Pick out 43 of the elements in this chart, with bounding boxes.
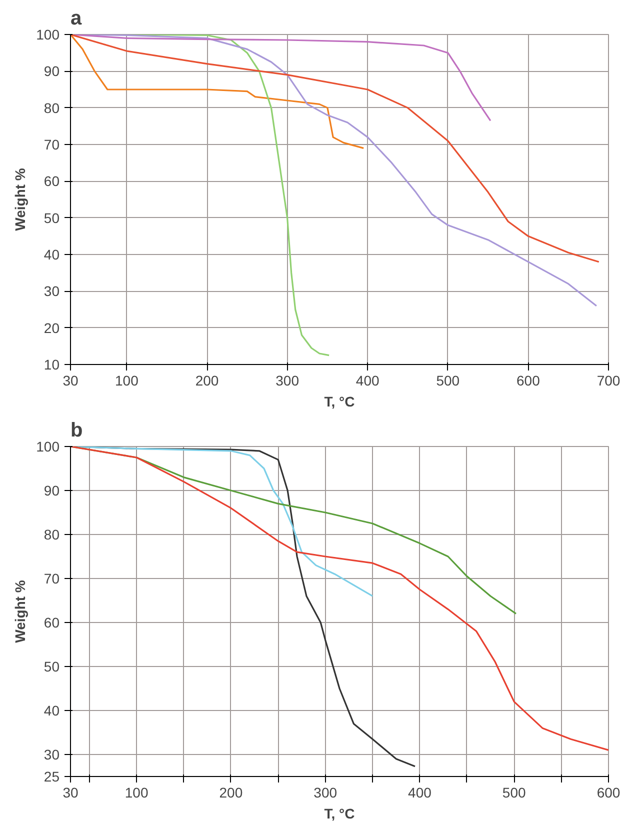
x-tick-label: 100 — [124, 784, 148, 800]
y-tick-label: 70 — [44, 570, 60, 586]
x-tick-label: 600 — [516, 372, 540, 388]
y-tick-label: 70 — [44, 136, 60, 152]
chart-title: a — [70, 8, 82, 30]
x-tick-label: 500 — [436, 372, 460, 388]
line-series — [70, 34, 600, 263]
x-tick-label: 700 — [596, 372, 620, 388]
x-tick-label: 400 — [356, 372, 380, 388]
chart-title: b — [70, 420, 83, 442]
y-tick-label: 40 — [44, 702, 60, 718]
y-tick-label: 30 — [44, 746, 60, 762]
x-tick-label: 300 — [276, 372, 300, 388]
line-series — [70, 446, 608, 751]
y-tick-label: 60 — [44, 614, 60, 630]
x-axis-title: T, °C — [324, 394, 355, 410]
x-tick-label: 200 — [219, 784, 243, 800]
x-tick-label: 200 — [195, 372, 219, 388]
y-tick-label: 50 — [44, 658, 60, 674]
x-tick-label: 100 — [115, 372, 139, 388]
x-tick-label: 30 — [62, 784, 78, 800]
y-tick-label: 25 — [44, 768, 60, 784]
y-tick-label: 20 — [44, 320, 60, 336]
y-tick-label: 40 — [44, 246, 60, 262]
y-tick-label: 90 — [44, 482, 60, 498]
y-tick-label: 100 — [36, 438, 60, 454]
y-axis-title: Weight % — [12, 168, 28, 231]
y-tick-label: 80 — [44, 100, 60, 116]
x-tick-label: 400 — [408, 784, 432, 800]
y-tick-label: 80 — [44, 526, 60, 542]
x-tick-label: 300 — [314, 784, 338, 800]
y-tick-label: 50 — [44, 210, 60, 226]
line-series — [70, 34, 364, 149]
x-tick-label: 500 — [502, 784, 526, 800]
y-axis-title: Weight % — [12, 580, 28, 643]
y-tick-label: 60 — [44, 173, 60, 190]
y-tick-label: 10 — [44, 356, 60, 372]
y-tick-label: 30 — [44, 283, 60, 300]
x-axis-title: T, °C — [324, 806, 355, 822]
x-tick-label: 30 — [62, 372, 78, 388]
y-tick-label: 90 — [44, 63, 60, 80]
y-tick-label: 100 — [36, 26, 60, 42]
x-tick-label: 600 — [596, 784, 620, 800]
